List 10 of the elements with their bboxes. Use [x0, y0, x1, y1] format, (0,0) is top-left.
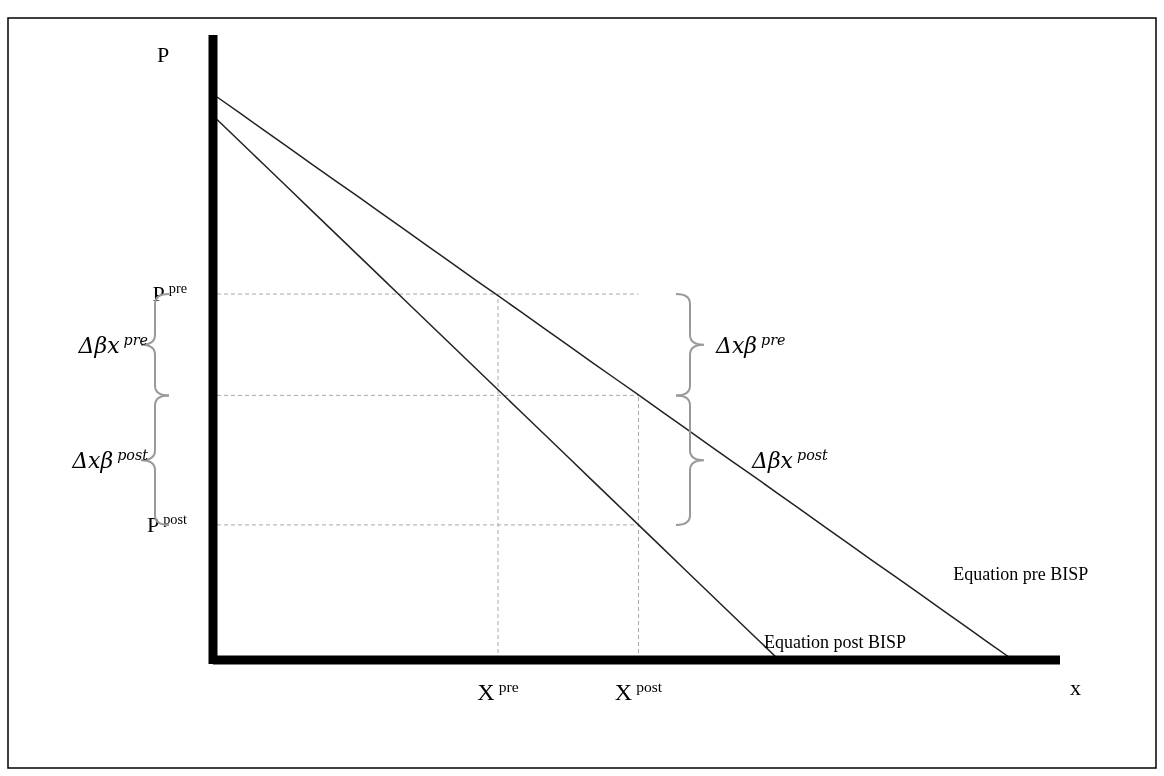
- annotation: Δxβ$^{pre}$: [715, 331, 786, 358]
- y-axis-title: P: [157, 42, 170, 67]
- series-label: Equation post BISP: [764, 632, 907, 652]
- text: Δβx$^{pre}$: [77, 331, 148, 358]
- x-tick-label: X$^{post}$: [614, 677, 663, 705]
- series-label: Equation pre BISP: [953, 564, 1089, 584]
- x-axis-title: x: [1070, 675, 1081, 700]
- text: Δxβ$^{post}$: [71, 447, 149, 474]
- annotation: Δβx$^{post}$: [751, 447, 829, 474]
- x-tick-label: X$^{pre}$: [477, 677, 519, 705]
